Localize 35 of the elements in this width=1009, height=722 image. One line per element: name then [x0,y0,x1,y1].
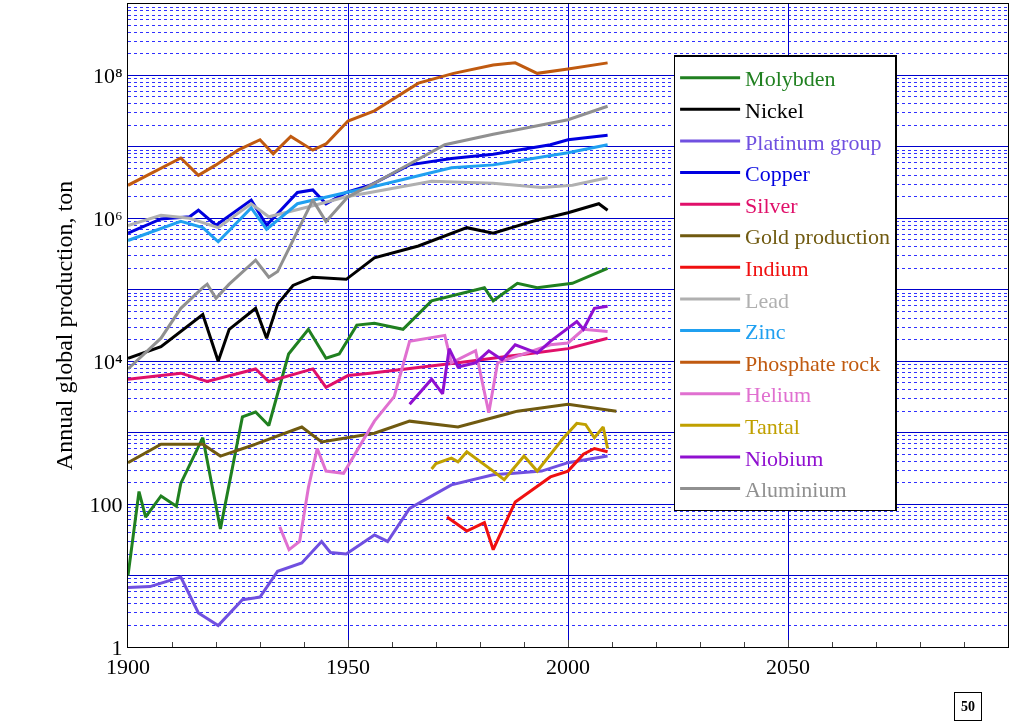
legend-label: Lead [745,287,790,313]
line-series [128,143,610,244]
line-series [128,266,610,578]
line-series [430,421,610,482]
line-series [128,336,610,389]
y-tick-label: 10⁸ [92,63,123,89]
legend-label: Nickel [745,97,804,123]
legend-label: Aluminium [745,477,847,503]
text: 50 [961,699,975,714]
x-tick-label: 2050 [766,654,810,680]
legend-label: Tantal [745,413,800,439]
legend-label: Gold production [745,224,890,250]
y-tick-label: 10⁴ [92,348,123,374]
legend-label: Indium [745,255,809,281]
legend-label: Zinc [745,319,786,345]
y-tick-label: 10⁶ [92,206,123,232]
legend-label: Silver [745,192,799,218]
legend-label: Helium [745,382,812,408]
line-series [445,447,610,552]
line-series [128,104,610,371]
line-series [128,402,618,465]
line-series [128,454,610,627]
line-series [408,304,610,406]
legend-label: Niobium [745,445,824,471]
line-series [278,327,610,552]
line-series [128,176,610,230]
x-tick-label: 2000 [546,654,590,680]
legend-label: Phosphate rock [745,350,881,376]
y-tick-label: 100 [89,491,123,517]
y-axis-title: Annual global production, ton [50,180,77,471]
x-tick-label: 1950 [326,654,370,680]
legend-label: Platinum group [745,129,882,155]
legend-label: Molybden [745,66,836,92]
line-series [128,61,610,187]
legend-label: Copper [745,161,811,187]
